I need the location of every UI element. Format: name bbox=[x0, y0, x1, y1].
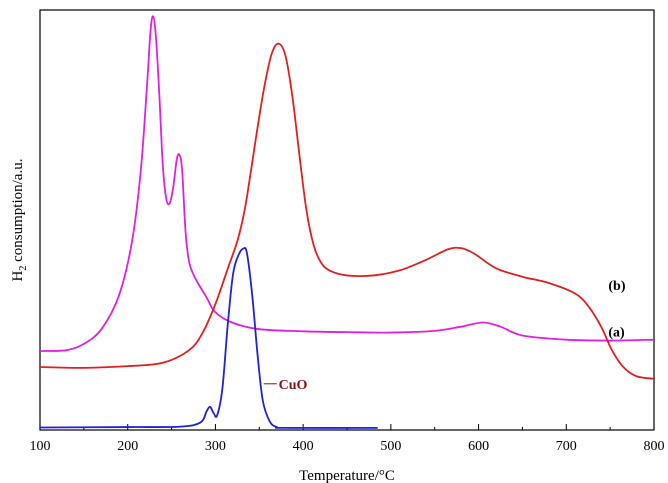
x-tick-label: 500 bbox=[380, 439, 401, 454]
x-axis-ticks: 100 200 300 400 500 600 700 800 bbox=[30, 424, 665, 454]
series-label-a: (a) bbox=[608, 325, 625, 340]
x-tick-label: 400 bbox=[293, 439, 314, 454]
series-label-cuo: CuO bbox=[279, 378, 308, 393]
y-axis-title: H2 consumption/a.u. bbox=[10, 159, 29, 282]
series-curves bbox=[39, 15, 655, 429]
series-label-b: (b) bbox=[608, 279, 625, 294]
series-line-b bbox=[39, 42, 655, 380]
y-axis-title-subscript: 2 bbox=[18, 266, 29, 271]
plot-frame bbox=[39, 9, 655, 431]
y-axis-title-rest: consumption/a.u. bbox=[10, 159, 26, 266]
x-tick-label: 700 bbox=[556, 439, 577, 454]
x-tick-label: 100 bbox=[30, 439, 51, 454]
x-tick-label: 300 bbox=[205, 439, 226, 454]
x-tick-label: 600 bbox=[468, 439, 489, 454]
series-line-cuo bbox=[39, 247, 378, 429]
x-tick-label: 200 bbox=[117, 439, 138, 454]
curve-labels: (b) (a) CuO bbox=[263, 279, 626, 393]
x-tick-label: 800 bbox=[644, 439, 665, 454]
x-axis-title: Temperature/°C bbox=[299, 468, 395, 483]
series-line-a bbox=[39, 15, 655, 352]
